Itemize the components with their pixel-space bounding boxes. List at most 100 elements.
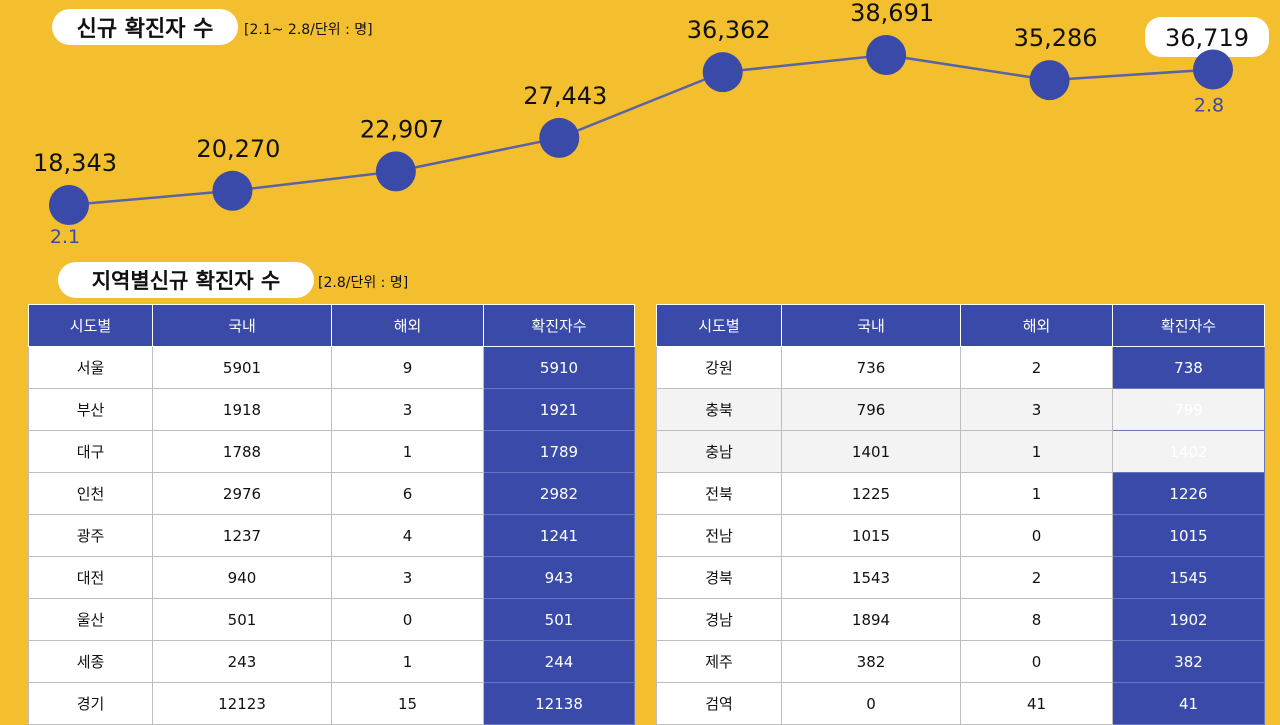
- cell-overseas: 6: [331, 472, 484, 515]
- data-point: [539, 117, 580, 158]
- cell-region: 전남: [656, 514, 782, 557]
- cell-domestic: 1015: [781, 514, 961, 557]
- col-header-total: 확진자수: [483, 304, 635, 347]
- data-label: 36,719: [1165, 24, 1249, 52]
- table-row: 세종 243 1 244: [28, 640, 635, 683]
- cell-domestic: 736: [781, 346, 961, 389]
- x-tick-label: 2.1: [50, 226, 80, 248]
- last-value-highlight: [1145, 17, 1269, 57]
- cell-domestic: 940: [152, 556, 332, 599]
- table-row: 경남 1894 8 1902: [656, 598, 1265, 641]
- cell-total: 501: [483, 598, 635, 641]
- cell-overseas: 3: [960, 388, 1113, 431]
- table-row: 검역 0 41 41: [656, 682, 1265, 725]
- cell-domestic: 1918: [152, 388, 332, 431]
- data-label: 22,907: [360, 115, 444, 143]
- data-label: 35,286: [1014, 24, 1098, 52]
- x-tick-label: 2.8: [1194, 95, 1224, 117]
- cell-domestic: 5901: [152, 346, 332, 389]
- table-row: 충북 796 3 799: [656, 388, 1265, 431]
- cell-overseas: 8: [960, 598, 1113, 641]
- cell-overseas: 1: [960, 472, 1113, 515]
- table-row: 강원 736 2 738: [656, 346, 1265, 389]
- cell-region: 부산: [28, 388, 153, 431]
- cell-domestic: 1401: [781, 430, 961, 473]
- table-row: 부산 1918 3 1921: [28, 388, 635, 431]
- cell-overseas: 2: [960, 556, 1113, 599]
- table-row: 인천 2976 6 2982: [28, 472, 635, 515]
- regional-title: 지역별신규 확진자 수: [58, 262, 314, 298]
- cell-region: 대전: [28, 556, 153, 599]
- table-row: 전남 1015 0 1015: [656, 514, 1265, 557]
- table-row: 전북 1225 1 1226: [656, 472, 1265, 515]
- cell-region: 경남: [656, 598, 782, 641]
- cell-total: 1902: [1112, 598, 1265, 641]
- data-point: [375, 151, 416, 192]
- col-header-overseas: 해외: [960, 304, 1113, 347]
- table-row: 대전 940 3 943: [28, 556, 635, 599]
- data-point: [866, 35, 907, 75]
- cell-domestic: 243: [152, 640, 332, 683]
- cell-region: 경기: [28, 682, 153, 725]
- cell-overseas: 1: [960, 430, 1113, 473]
- cell-overseas: 15: [331, 682, 484, 725]
- data-label: 38,691: [850, 0, 934, 27]
- data-point: [702, 52, 743, 93]
- cell-domestic: 1894: [781, 598, 961, 641]
- table-row: 서울 5901 9 5910: [28, 346, 635, 389]
- cell-region: 광주: [28, 514, 153, 557]
- cell-total: 1015: [1112, 514, 1265, 557]
- col-header-region: 시도별: [656, 304, 782, 347]
- table-row: 경북 1543 2 1545: [656, 556, 1265, 599]
- cell-region: 전북: [656, 472, 782, 515]
- cell-total: 1402: [1112, 430, 1265, 473]
- cell-overseas: 2: [960, 346, 1113, 389]
- cell-domestic: 1237: [152, 514, 332, 557]
- cell-domestic: 501: [152, 598, 332, 641]
- table-row: 제주 382 0 382: [656, 640, 1265, 683]
- regional-table-left: 시도별 국내 해외 확진자수 서울 5901 9 5910 부산 1918 3 1921 대구 1…: [28, 304, 635, 725]
- col-header-domestic: 국내: [781, 304, 961, 347]
- chart-note: [2.1~ 2.8/단위 : 명]: [244, 22, 373, 38]
- cell-total: 1241: [483, 514, 635, 557]
- cell-region: 대구: [28, 430, 153, 473]
- data-point: [212, 170, 253, 211]
- cell-total: 5910: [483, 346, 635, 389]
- cell-total: 41: [1112, 682, 1265, 725]
- table-header-row: 시도별 국내 해외 확진자수: [656, 304, 1265, 347]
- cell-total: 2982: [483, 472, 635, 515]
- table-row: 충남 1401 1 1402: [656, 430, 1265, 473]
- cell-region: 강원: [656, 346, 782, 389]
- cell-domestic: 1225: [781, 472, 961, 515]
- cell-overseas: 1: [331, 430, 484, 473]
- chart-title: 신규 확진자 수: [52, 9, 238, 45]
- cell-overseas: 3: [331, 388, 484, 431]
- cell-domestic: 382: [781, 640, 961, 683]
- table-row: 광주 1237 4 1241: [28, 514, 635, 557]
- daily-cases-line-chart: 18,343 20,270 22,907 27,443 36,362 38,691 35,2…: [33, 0, 1269, 248]
- cell-region: 울산: [28, 598, 153, 641]
- regional-note: [2.8/단위 : 명]: [318, 275, 409, 291]
- cell-overseas: 41: [960, 682, 1113, 725]
- cell-region: 세종: [28, 640, 153, 683]
- cell-overseas: 3: [331, 556, 484, 599]
- data-label: 27,443: [523, 82, 607, 110]
- cell-domestic: 796: [781, 388, 961, 431]
- cell-total: 943: [483, 556, 635, 599]
- cell-domestic: 12123: [152, 682, 332, 725]
- cell-total: 244: [483, 640, 635, 683]
- cell-domestic: 1788: [152, 430, 332, 473]
- data-label: 36,362: [687, 16, 771, 44]
- col-header-total: 확진자수: [1112, 304, 1265, 347]
- cell-total: 382: [1112, 640, 1265, 683]
- data-point: [49, 185, 89, 225]
- cell-total: 1545: [1112, 556, 1265, 599]
- cell-overseas: 1: [331, 640, 484, 683]
- cell-overseas: 0: [960, 640, 1113, 683]
- cell-region: 충북: [656, 388, 782, 431]
- cell-region: 인천: [28, 472, 153, 515]
- cell-total: 1789: [483, 430, 635, 473]
- cell-overseas: 9: [331, 346, 484, 389]
- cell-overseas: 0: [331, 598, 484, 641]
- regional-table-right: 시도별 국내 해외 확진자수 강원 736 2 738 충북 796 3 799 충남 1401 1…: [656, 304, 1265, 725]
